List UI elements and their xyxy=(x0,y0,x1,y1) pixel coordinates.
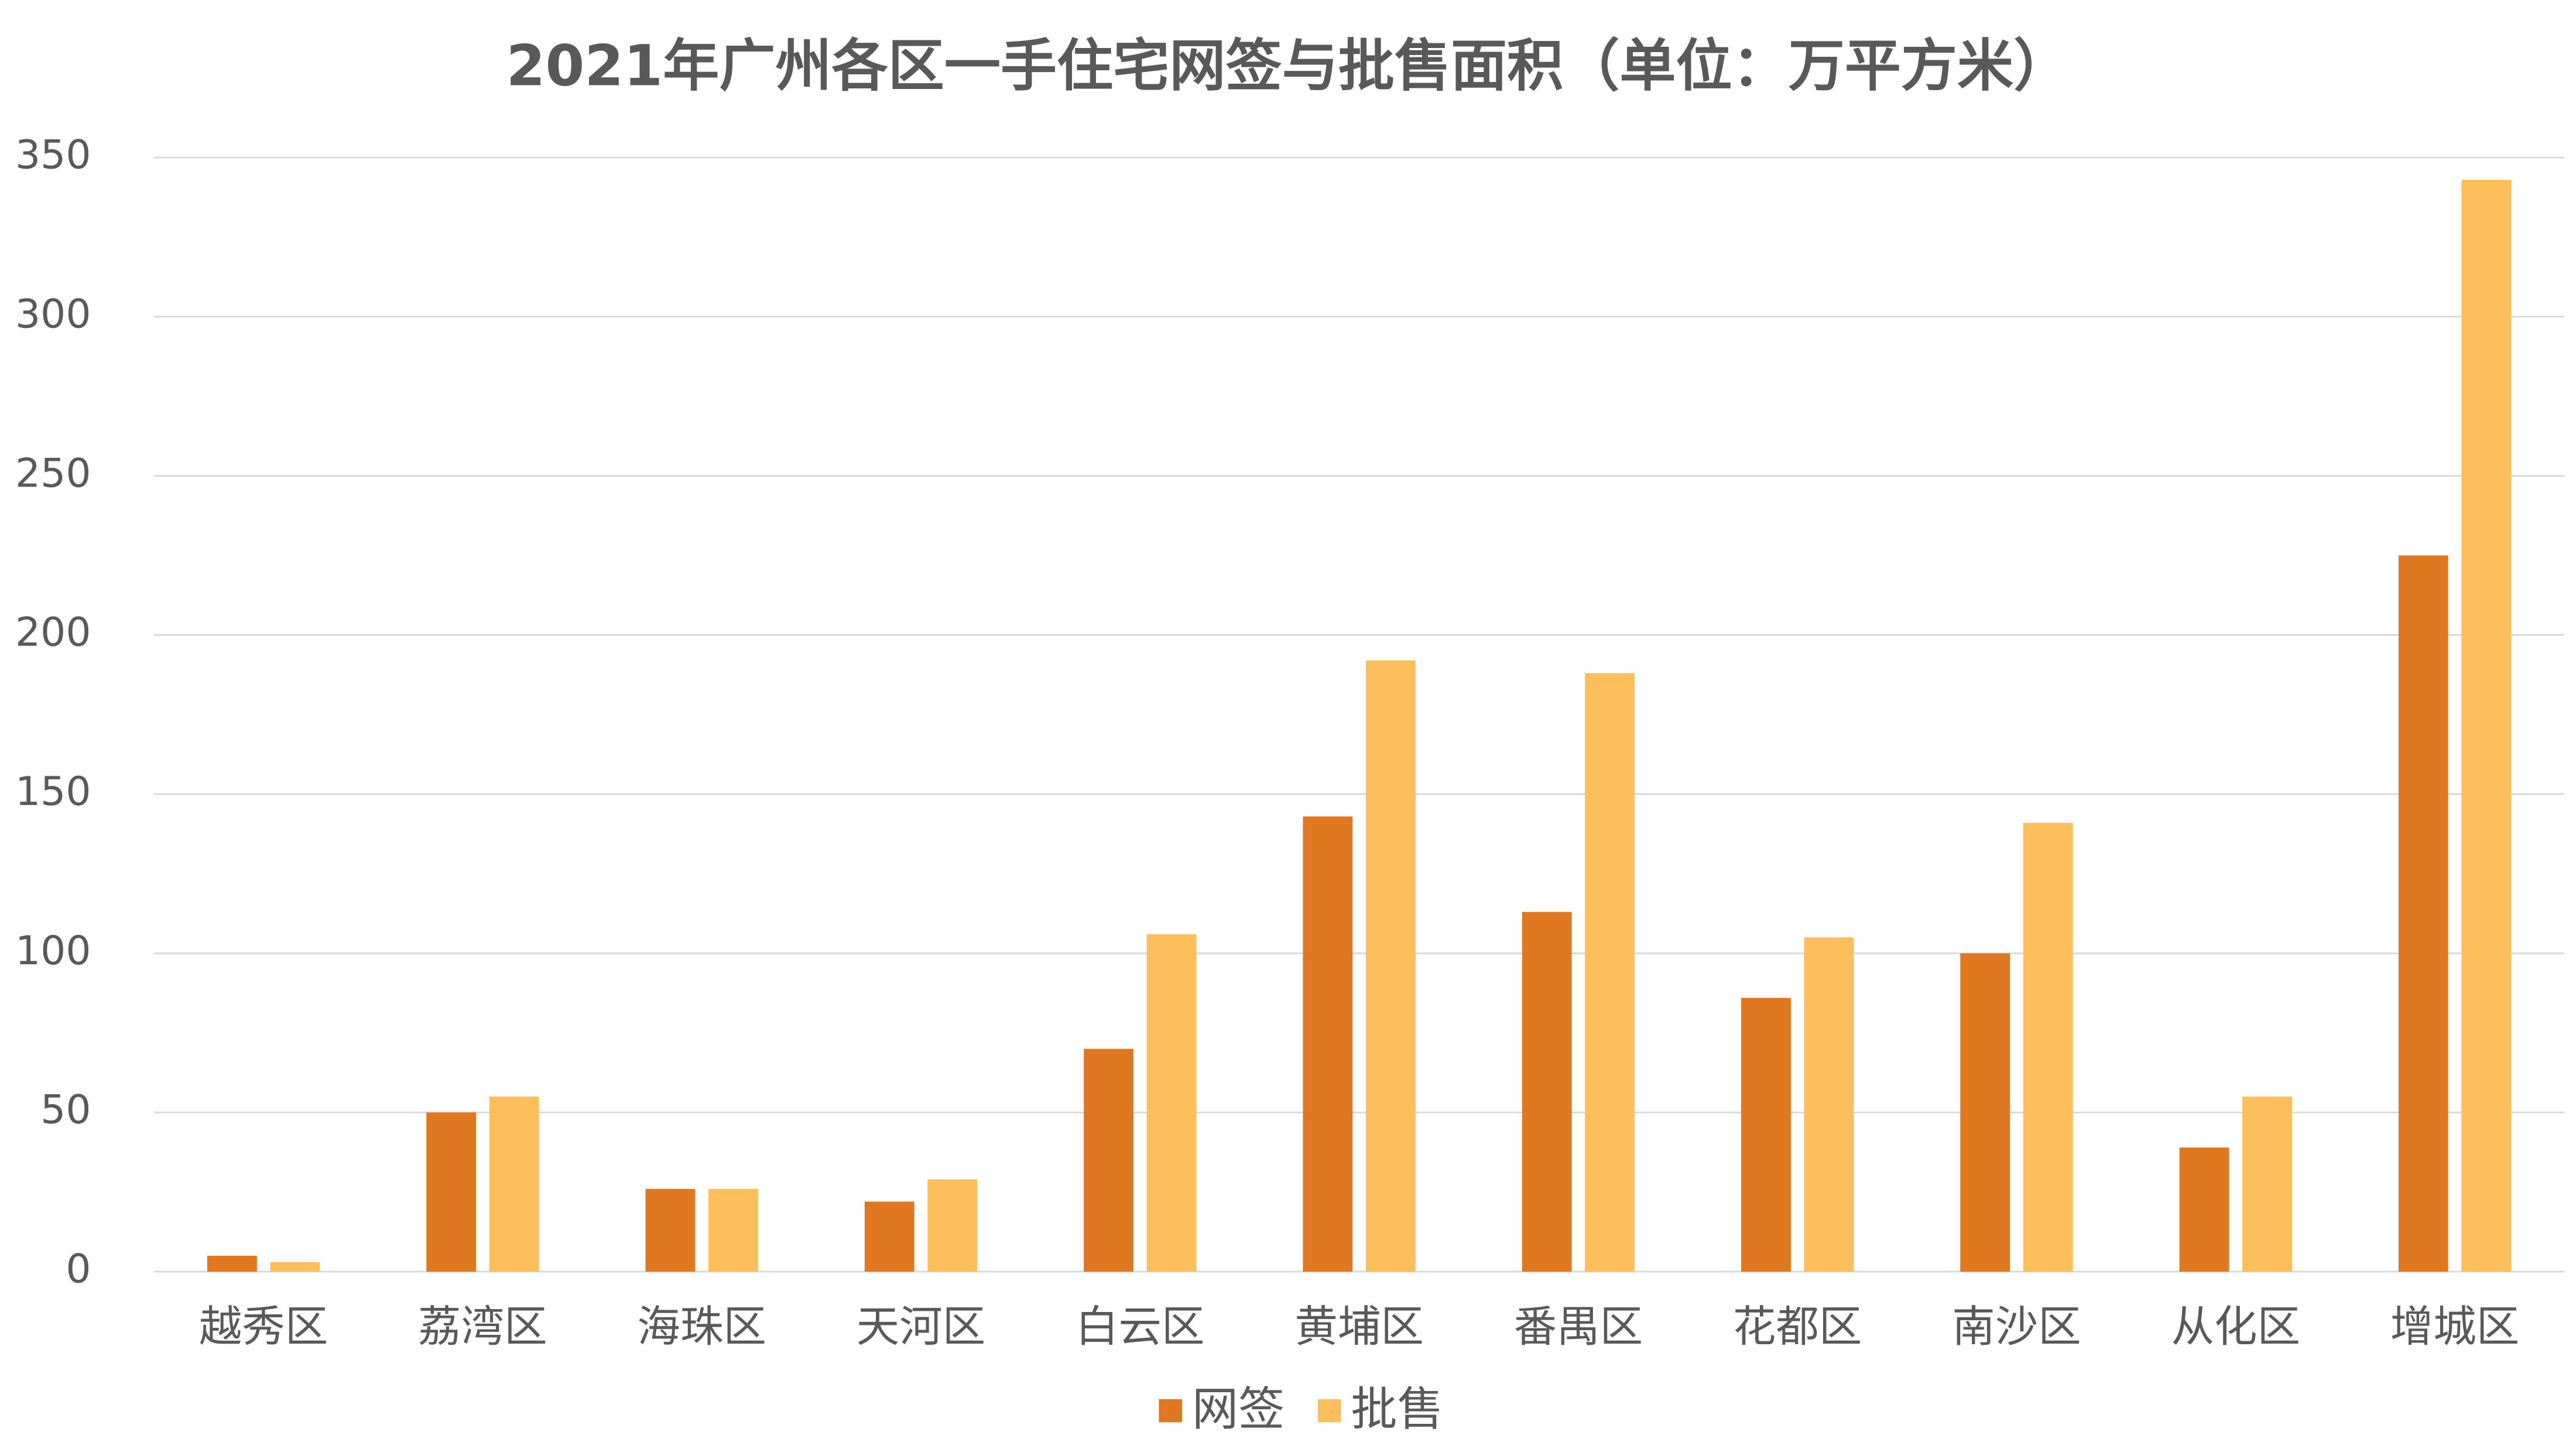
y-tick-label: 250 xyxy=(15,450,91,496)
bar xyxy=(1146,934,1197,1272)
bar xyxy=(1585,673,1635,1272)
chart-title: 2021年广州各区一手住宅网签与批售面积（单位：万平方米） xyxy=(506,33,2070,98)
y-tick-label: 100 xyxy=(15,928,91,974)
x-tick-label: 越秀区 xyxy=(199,1302,328,1352)
bar xyxy=(1365,660,1416,1272)
bar xyxy=(864,1201,914,1272)
bar xyxy=(2023,823,2073,1272)
y-tick-label: 0 xyxy=(66,1246,91,1293)
bar xyxy=(489,1097,539,1272)
legend-swatch xyxy=(1317,1399,1341,1423)
x-tick-label: 花都区 xyxy=(1733,1302,1862,1352)
x-tick-label: 番禺区 xyxy=(1514,1302,1643,1352)
bar xyxy=(1741,998,1791,1272)
legend-label: 网签 xyxy=(1192,1382,1284,1436)
y-tick-label: 300 xyxy=(15,291,91,337)
bar xyxy=(426,1112,477,1272)
bar xyxy=(708,1188,758,1272)
x-tick-label: 白云区 xyxy=(1075,1302,1205,1352)
x-tick-label: 海珠区 xyxy=(637,1302,766,1352)
bar xyxy=(1804,937,1854,1272)
bar xyxy=(2242,1097,2292,1272)
y-tick-label: 200 xyxy=(15,609,91,656)
y-tick-label: 150 xyxy=(15,769,91,815)
x-tick-label: 荔湾区 xyxy=(418,1302,547,1352)
x-tick-label: 增城区 xyxy=(2390,1302,2520,1352)
x-tick-label: 黄埔区 xyxy=(1294,1302,1424,1352)
x-tick-label: 天河区 xyxy=(857,1302,986,1352)
bar xyxy=(2398,555,2448,1272)
bar xyxy=(1084,1049,1133,1272)
bar xyxy=(645,1188,696,1272)
legend-label: 批售 xyxy=(1351,1382,1443,1436)
y-tick-label: 50 xyxy=(40,1087,91,1133)
bar xyxy=(2179,1147,2229,1272)
x-tick-label: 南沙区 xyxy=(1952,1302,2081,1352)
bar xyxy=(1303,816,1353,1272)
bar xyxy=(927,1179,978,1272)
bar xyxy=(1522,912,1572,1272)
bar xyxy=(2461,180,2512,1272)
y-tick-label: 350 xyxy=(15,132,91,179)
bar xyxy=(207,1255,257,1272)
bar xyxy=(270,1262,320,1272)
legend-swatch xyxy=(1159,1399,1183,1423)
x-tick-label: 从化区 xyxy=(2171,1302,2300,1352)
bar xyxy=(1960,953,2010,1272)
